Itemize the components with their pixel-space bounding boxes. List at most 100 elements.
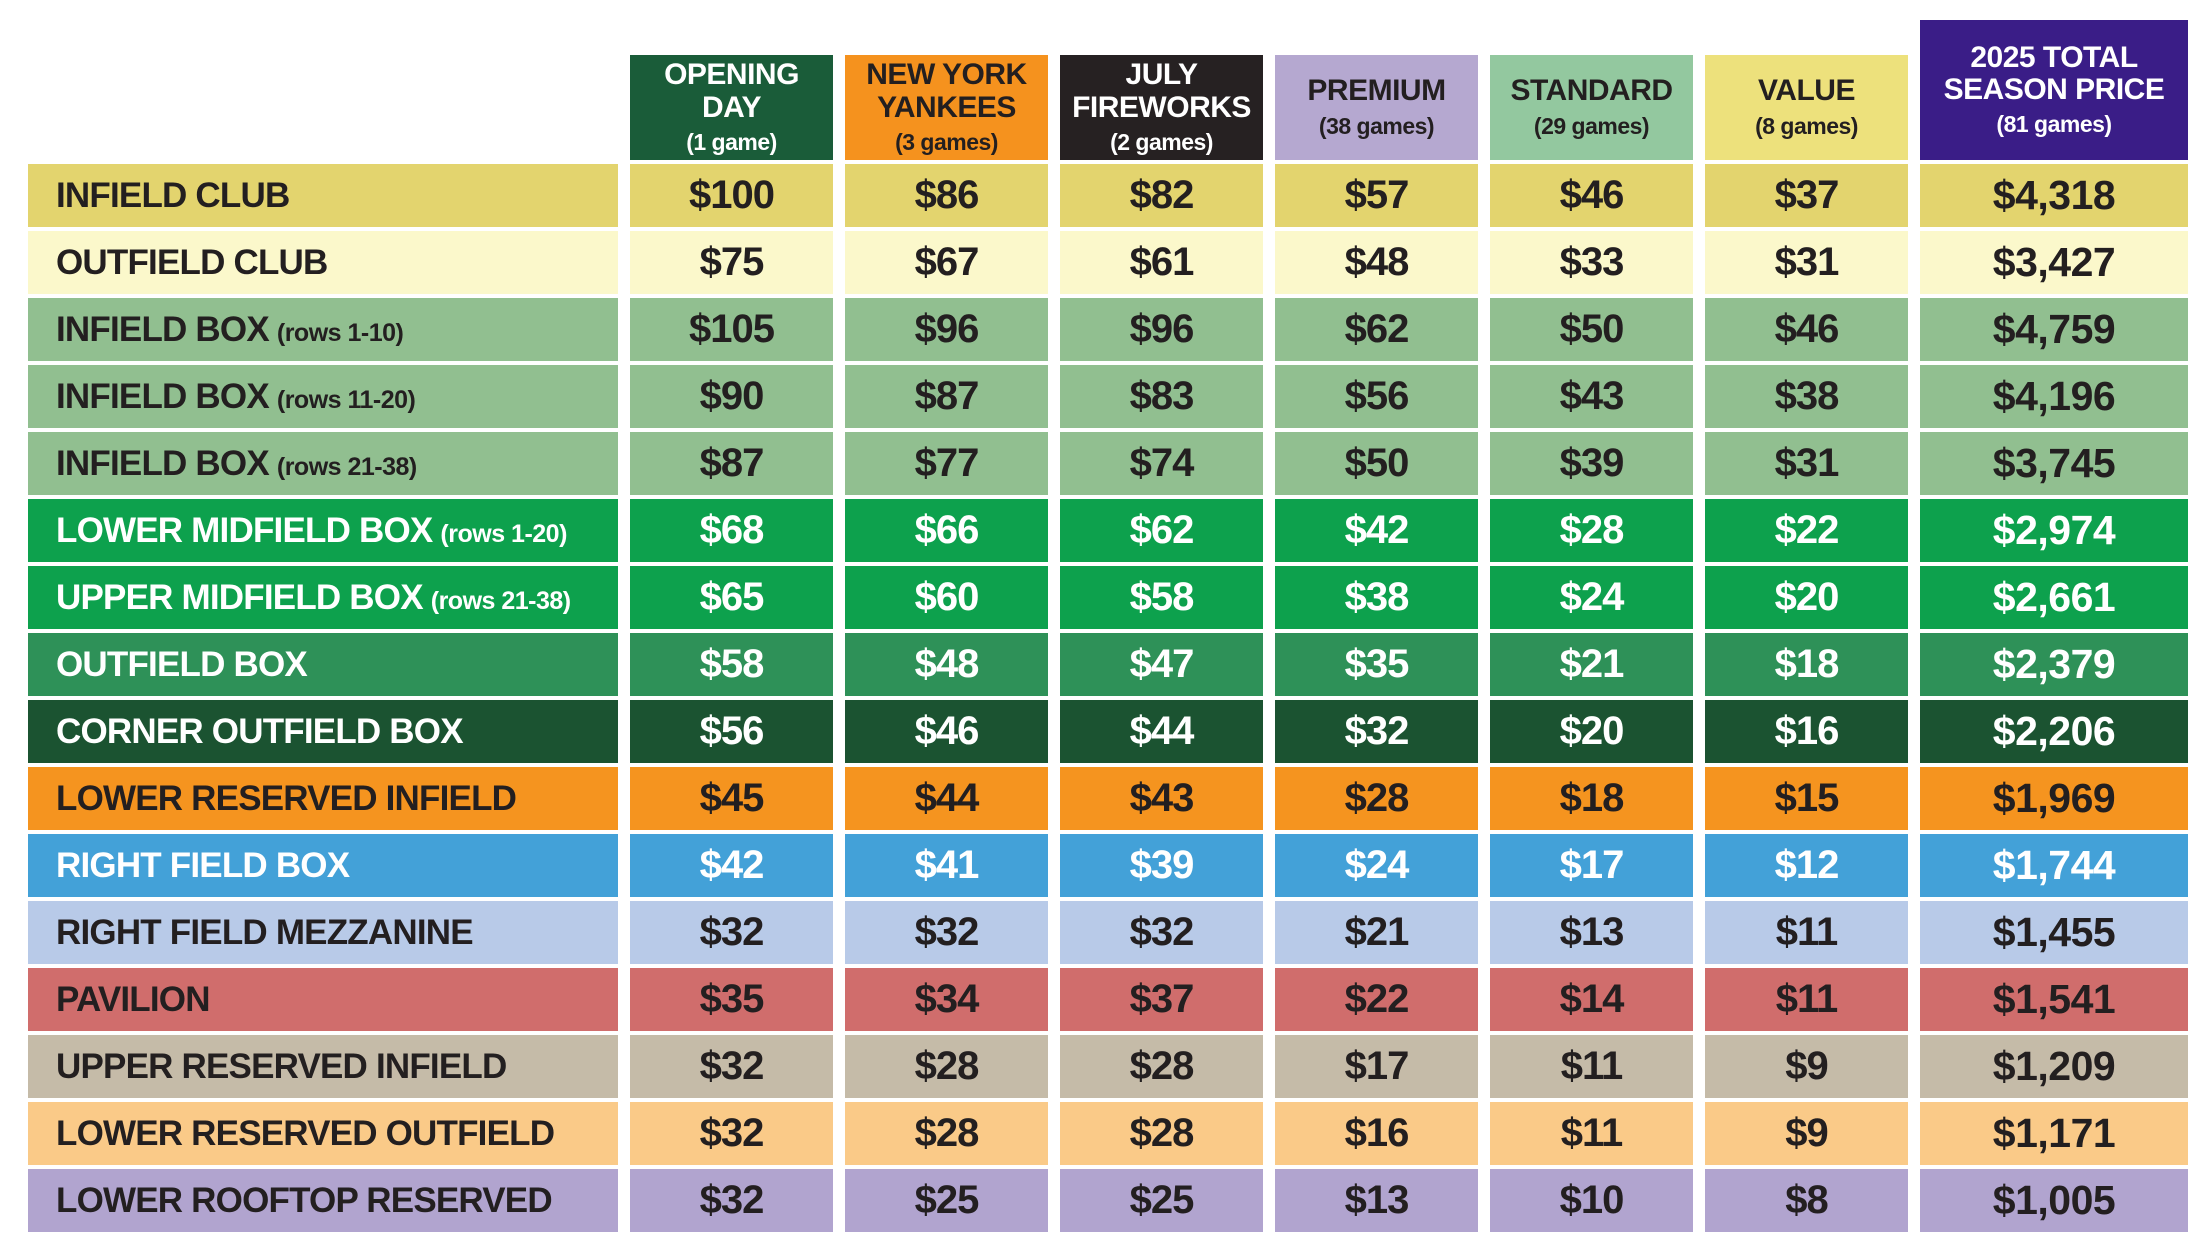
column-header: PREMIUM (38 games): [1275, 55, 1478, 160]
row-label-cell: UPPER RESERVED INFIELD: [28, 1035, 618, 1098]
price-cell: $38: [1275, 566, 1478, 629]
price-cell: $32: [630, 901, 833, 964]
price-cell: $37: [1060, 968, 1263, 1031]
row-label-cell: LOWER RESERVED OUTFIELD: [28, 1102, 618, 1165]
row-label: INFIELD BOX: [56, 444, 270, 483]
row-label: INFIELD CLUB: [56, 176, 290, 215]
total-price-cell: $3,745: [1920, 432, 2188, 495]
row-label: OUTFIELD BOX: [56, 645, 308, 684]
price-cell: $87: [845, 365, 1048, 428]
price-cell: $16: [1705, 700, 1908, 763]
price-cell: $58: [630, 633, 833, 696]
column-header-note: (81 games): [1996, 111, 2112, 138]
row-label: LOWER MIDFIELD BOX: [56, 511, 433, 550]
price-cell: $61: [1060, 231, 1263, 294]
price-cell: $28: [1060, 1102, 1263, 1165]
column-header: NEW YORK YANKEES (3 games): [845, 55, 1048, 160]
price-cell: $18: [1705, 633, 1908, 696]
price-cell: $28: [845, 1102, 1048, 1165]
price-cell: $31: [1705, 432, 1908, 495]
total-price-cell: $1,209: [1920, 1035, 2188, 1098]
row-label-cell: INFIELD BOX (rows 1-10): [28, 298, 618, 361]
corner-cell: [28, 20, 618, 160]
row-note: (rows 1-10): [276, 319, 404, 347]
total-price-cell: $4,196: [1920, 365, 2188, 428]
price-cell: $65: [630, 566, 833, 629]
column-header: STANDARD (29 games): [1490, 55, 1693, 160]
total-price-cell: $2,974: [1920, 499, 2188, 562]
price-cell: $21: [1275, 901, 1478, 964]
price-cell: $57: [1275, 164, 1478, 227]
price-cell: $9: [1705, 1102, 1908, 1165]
price-cell: $28: [1490, 499, 1693, 562]
row-note: (rows 21-38): [430, 587, 571, 615]
row-label-cell: LOWER RESERVED INFIELD: [28, 767, 618, 830]
price-cell: $45: [630, 767, 833, 830]
price-cell: $20: [1705, 566, 1908, 629]
price-cell: $22: [1275, 968, 1478, 1031]
price-cell: $67: [845, 231, 1048, 294]
price-cell: $47: [1060, 633, 1263, 696]
price-cell: $58: [1060, 566, 1263, 629]
price-cell: $44: [1060, 700, 1263, 763]
price-cell: $68: [630, 499, 833, 562]
price-cell: $56: [1275, 365, 1478, 428]
price-cell: $46: [845, 700, 1048, 763]
price-cell: $62: [1275, 298, 1478, 361]
column-header-note: (8 games): [1755, 112, 1858, 139]
price-cell: $24: [1490, 566, 1693, 629]
price-cell: $11: [1705, 968, 1908, 1031]
price-cell: $83: [1060, 365, 1263, 428]
price-cell: $74: [1060, 432, 1263, 495]
price-cell: $16: [1275, 1102, 1478, 1165]
column-header: 2025 TOTAL SEASON PRICE (81 games): [1920, 20, 2188, 160]
price-cell: $35: [1275, 633, 1478, 696]
row-label: INFIELD BOX: [56, 377, 270, 416]
total-price-cell: $2,206: [1920, 700, 2188, 763]
column-header-label: STANDARD: [1510, 74, 1673, 108]
price-cell: $20: [1490, 700, 1693, 763]
column-header-note: (29 games): [1533, 112, 1650, 139]
price-cell: $35: [630, 968, 833, 1031]
total-price-cell: $1,455: [1920, 901, 2188, 964]
row-label-cell: INFIELD BOX (rows 21-38): [28, 432, 618, 495]
row-note: (rows 11-20): [276, 386, 416, 414]
row-label-cell: LOWER MIDFIELD BOX (rows 1-20): [28, 499, 618, 562]
price-cell: $17: [1490, 834, 1693, 897]
price-cell: $77: [845, 432, 1048, 495]
row-label-cell: INFIELD CLUB: [28, 164, 618, 227]
row-label: LOWER RESERVED OUTFIELD: [56, 1114, 555, 1153]
total-price-cell: $4,318: [1920, 164, 2188, 227]
column-header-label: 2025 TOTAL SEASON PRICE: [1943, 40, 2165, 106]
price-cell: $24: [1275, 834, 1478, 897]
row-label-cell: OUTFIELD CLUB: [28, 231, 618, 294]
price-cell: $14: [1490, 968, 1693, 1031]
price-cell: $43: [1060, 767, 1263, 830]
row-label: RIGHT FIELD BOX: [56, 846, 350, 885]
price-cell: $44: [845, 767, 1048, 830]
row-label-cell: LOWER ROOFTOP RESERVED: [28, 1169, 618, 1232]
total-price-cell: $3,427: [1920, 231, 2188, 294]
price-cell: $96: [1060, 298, 1263, 361]
price-cell: $48: [1275, 231, 1478, 294]
price-cell: $56: [630, 700, 833, 763]
total-price-cell: $1,969: [1920, 767, 2188, 830]
row-note: (rows 1-20): [440, 520, 567, 548]
row-label: RIGHT FIELD MEZZANINE: [56, 913, 474, 952]
total-price-cell: $1,171: [1920, 1102, 2188, 1165]
row-label: LOWER RESERVED INFIELD: [56, 779, 517, 818]
price-cell: $28: [1060, 1035, 1263, 1098]
price-cell: $82: [1060, 164, 1263, 227]
total-price-cell: $1,005: [1920, 1169, 2188, 1232]
price-cell: $38: [1705, 365, 1908, 428]
price-cell: $32: [1275, 700, 1478, 763]
column-header-label: JULY FIREWORKS: [1072, 58, 1251, 124]
row-label: INFIELD BOX: [56, 310, 270, 349]
column-header-note: (38 games): [1318, 112, 1435, 139]
price-cell: $86: [845, 164, 1048, 227]
column-header-note: (3 games): [895, 128, 998, 155]
price-cell: $96: [845, 298, 1048, 361]
column-header-label: NEW YORK YANKEES: [866, 58, 1027, 124]
price-cell: $25: [845, 1169, 1048, 1232]
price-cell: $60: [845, 566, 1048, 629]
